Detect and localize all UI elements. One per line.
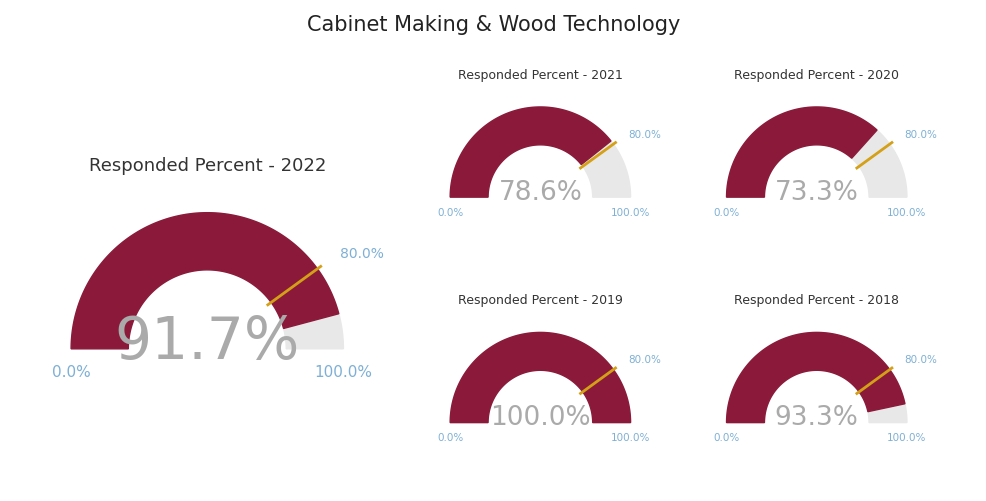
Text: 100.0%: 100.0%	[886, 208, 926, 218]
Text: 100.0%: 100.0%	[886, 433, 926, 443]
Text: 100.0%: 100.0%	[315, 365, 372, 380]
Polygon shape	[726, 107, 906, 197]
Text: 0.0%: 0.0%	[51, 365, 91, 380]
Text: 0.0%: 0.0%	[713, 208, 739, 218]
Text: 80.0%: 80.0%	[904, 355, 937, 365]
Polygon shape	[726, 332, 906, 423]
Polygon shape	[726, 332, 904, 423]
Text: 100.0%: 100.0%	[610, 208, 650, 218]
Text: Responded Percent - 2021: Responded Percent - 2021	[458, 69, 622, 82]
Text: 80.0%: 80.0%	[628, 130, 661, 140]
Polygon shape	[450, 332, 630, 423]
Polygon shape	[726, 107, 877, 197]
Text: 93.3%: 93.3%	[774, 405, 858, 431]
Text: Cabinet Making & Wood Technology: Cabinet Making & Wood Technology	[307, 15, 679, 35]
Text: 80.0%: 80.0%	[339, 247, 384, 262]
Polygon shape	[71, 213, 338, 349]
Text: 0.0%: 0.0%	[713, 433, 739, 443]
Text: Responded Percent - 2020: Responded Percent - 2020	[734, 69, 898, 82]
Text: 0.0%: 0.0%	[437, 208, 462, 218]
Text: Responded Percent - 2018: Responded Percent - 2018	[734, 294, 898, 307]
Text: Responded Percent - 2019: Responded Percent - 2019	[458, 294, 622, 307]
Text: 100.0%: 100.0%	[610, 433, 650, 443]
Text: 0.0%: 0.0%	[437, 433, 462, 443]
Text: 78.6%: 78.6%	[498, 180, 582, 205]
Text: 91.7%: 91.7%	[114, 314, 300, 371]
Text: 80.0%: 80.0%	[628, 355, 661, 365]
Polygon shape	[450, 107, 630, 197]
Polygon shape	[450, 332, 630, 423]
Polygon shape	[450, 107, 610, 197]
Text: Responded Percent - 2022: Responded Percent - 2022	[89, 157, 325, 174]
Text: 80.0%: 80.0%	[904, 130, 937, 140]
Text: 100.0%: 100.0%	[490, 405, 590, 431]
Text: 73.3%: 73.3%	[774, 180, 858, 205]
Polygon shape	[71, 213, 343, 349]
